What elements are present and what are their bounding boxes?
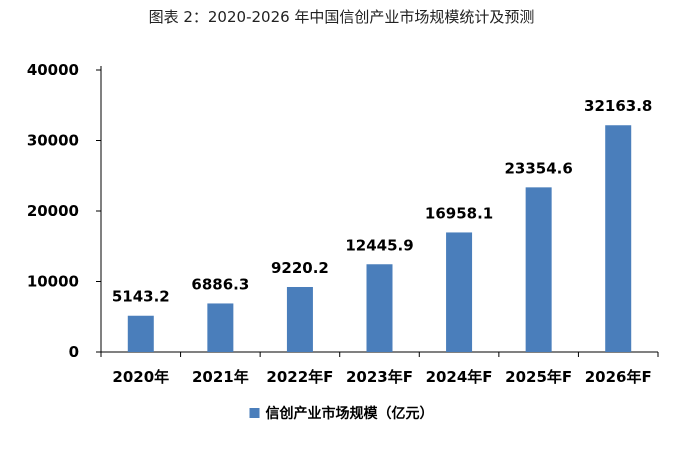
y-tick-label: 10000 — [27, 273, 79, 291]
bar — [366, 264, 393, 352]
data-label: 32163.8 — [584, 97, 652, 115]
y-tick-label: 0 — [69, 343, 79, 361]
bars — [127, 125, 632, 352]
data-label: 23354.6 — [504, 159, 572, 177]
data-label: 12445.9 — [345, 236, 413, 254]
bar — [127, 315, 154, 352]
x-axis: 2020年 2021年 2022年F 2023年F 2024年F 2025年F 2026年F — [100, 351, 659, 386]
data-label: 5143.2 — [112, 288, 170, 306]
legend: 信创产业市场规模（亿元） — [249, 405, 434, 422]
legend-swatch — [249, 408, 260, 418]
y-axis: 0 10000 20000 30000 40000 — [27, 61, 102, 361]
bar — [525, 187, 552, 352]
bar — [605, 125, 632, 352]
y-tick-label: 30000 — [27, 132, 79, 150]
data-labels: 5143.2 6886.3 9220.2 12445.9 16958.1 23354.6 3… — [112, 97, 653, 305]
chart-title: 图表 2：2020-2026 年中国信创产业市场规模统计及预测 — [148, 8, 535, 26]
x-tick-label: 2020年 — [112, 368, 169, 386]
bar — [207, 303, 234, 352]
bar — [286, 286, 313, 352]
x-tick-label: 2024年F — [426, 368, 493, 386]
y-tick-label: 40000 — [27, 61, 79, 79]
legend-label: 信创产业市场规模（亿元） — [266, 405, 434, 422]
x-tick-label: 2023年F — [346, 368, 413, 386]
x-tick-label: 2022年F — [266, 368, 333, 386]
x-tick-label: 2021年 — [192, 368, 249, 386]
x-tick-label: 2026年F — [585, 368, 652, 386]
bar — [446, 232, 473, 352]
y-tick-label: 20000 — [27, 202, 79, 220]
data-label: 6886.3 — [191, 275, 249, 293]
data-label: 9220.2 — [271, 259, 329, 277]
data-label: 16958.1 — [425, 204, 493, 222]
x-tick-label: 2025年F — [505, 368, 572, 386]
